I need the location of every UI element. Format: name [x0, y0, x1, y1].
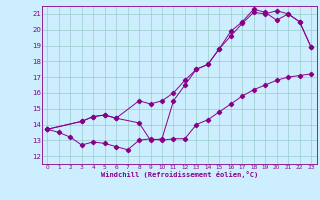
X-axis label: Windchill (Refroidissement éolien,°C): Windchill (Refroidissement éolien,°C): [100, 171, 258, 178]
